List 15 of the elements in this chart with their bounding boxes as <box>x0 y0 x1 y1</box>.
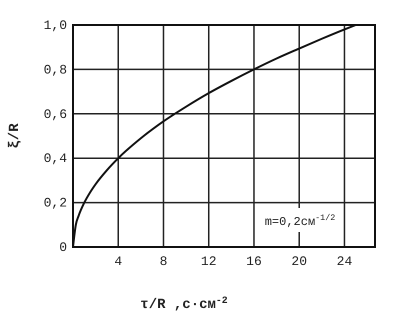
x-axis-title: τ/R ,с·см$^{-2}$ <box>140 294 228 313</box>
y-tick-label: 0,2 <box>44 196 67 211</box>
y-tick-label: 0,6 <box>44 106 67 122</box>
x-tick-label: 4 <box>114 254 122 269</box>
annotation: m=0,2см$^{-1/2}$ <box>264 213 336 229</box>
x-tick-label: 24 <box>336 254 352 269</box>
x-tick-label: 8 <box>160 254 168 269</box>
x-tick-label: 20 <box>291 254 308 269</box>
y-tick-label: 0,4 <box>44 151 68 166</box>
y-tick-label: 0,8 <box>44 62 67 78</box>
x-tick-label: 12 <box>200 254 217 269</box>
y-axis-title: ξ/R <box>7 122 23 149</box>
y-tick-label: 1,0 <box>44 18 67 33</box>
x-tick-label: 16 <box>246 254 262 269</box>
y-tick-label: 0 <box>59 240 67 255</box>
